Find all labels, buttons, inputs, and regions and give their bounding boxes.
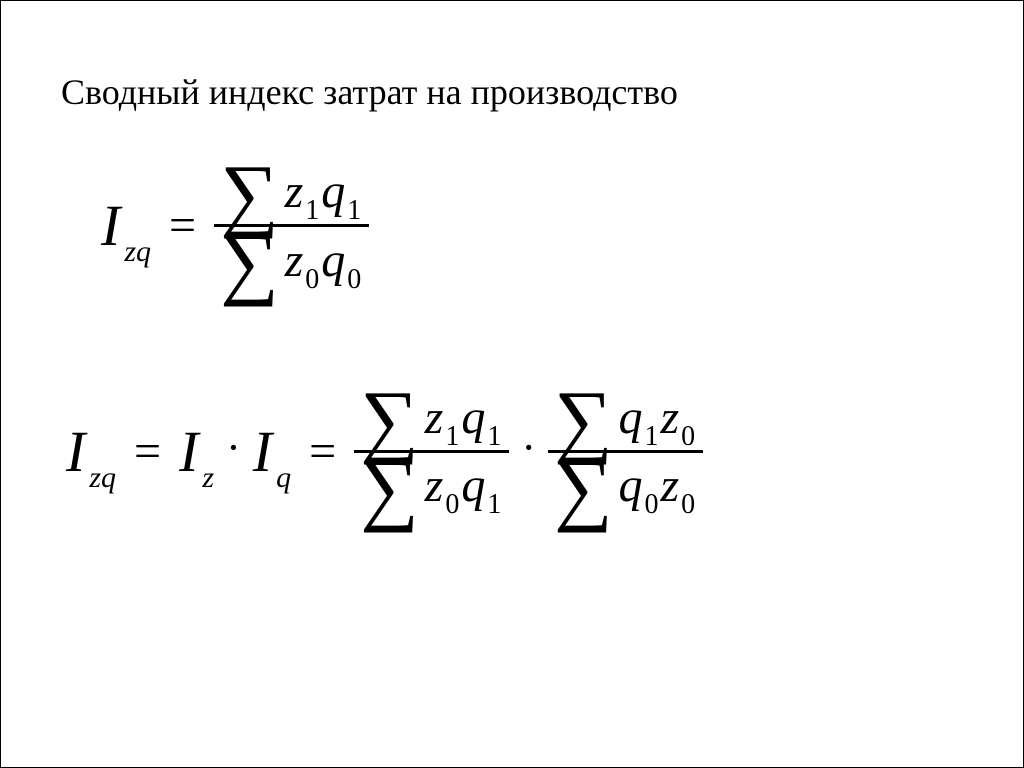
var-q: q (321, 233, 345, 288)
symbol-I-q: I q (253, 423, 291, 481)
sub-zq: zq (89, 461, 116, 495)
var-q: q (321, 164, 345, 219)
cdot: · (521, 422, 536, 473)
fraction-2b: ∑ q1z0 ∑ q0z0 (548, 389, 703, 515)
fraction-1: ∑ z1q1 ∑ z0q0 (214, 163, 369, 289)
term-z1q1: z1q1 (285, 164, 364, 219)
term-q1z0: q1z0 (618, 390, 697, 445)
denominator: ∑ z0q1 (354, 457, 509, 514)
equals-sign: = (134, 424, 161, 479)
var-z: z (660, 458, 679, 513)
var-q: q (461, 390, 485, 445)
sigma-icon: ∑ (360, 459, 418, 516)
sub-0: 0 (644, 489, 658, 521)
letter-I: I (101, 197, 120, 255)
sub-zq: zq (124, 235, 151, 269)
sub-1: 1 (487, 421, 501, 453)
term-q0z0: q0z0 (618, 458, 697, 513)
var-z: z (425, 458, 444, 513)
cdot: · (226, 422, 241, 473)
sub-0: 0 (347, 264, 361, 296)
symbol-I-zq: I zq (66, 423, 116, 481)
sub-1: 1 (644, 421, 658, 453)
numerator: ∑ q1z0 (548, 389, 703, 446)
fraction-2a: ∑ z1q1 ∑ z0q1 (354, 389, 509, 515)
term-z0q1: z0q1 (425, 458, 504, 513)
term-z1q1: z1q1 (425, 390, 504, 445)
denominator: ∑ q0z0 (548, 457, 703, 514)
sub-1: 1 (487, 489, 501, 521)
sub-0: 0 (445, 489, 459, 521)
numerator: ∑ z1q1 (354, 389, 509, 446)
sub-1: 1 (347, 195, 361, 227)
letter-I: I (253, 423, 272, 481)
var-q: q (618, 390, 642, 445)
sigma-icon: ∑ (360, 391, 418, 448)
formula-1: I zq = ∑ z1q1 ∑ z0q0 (101, 163, 973, 289)
var-q: q (461, 458, 485, 513)
var-q: q (618, 458, 642, 513)
sub-0: 0 (681, 489, 695, 521)
sub-0: 0 (681, 421, 695, 453)
var-z: z (285, 164, 304, 219)
symbol-I-z: I z (179, 423, 214, 481)
letter-I: I (179, 423, 198, 481)
equals-sign: = (309, 424, 336, 479)
sub-1: 1 (305, 195, 319, 227)
term-z0q0: z0q0 (285, 233, 364, 288)
sub-q: q (276, 461, 291, 495)
numerator: ∑ z1q1 (214, 163, 369, 220)
var-z: z (425, 390, 444, 445)
sigma-icon: ∑ (554, 459, 612, 516)
var-z: z (660, 390, 679, 445)
formula-2: I zq = I z · I q = ∑ z1q1 ∑ z0q1 (66, 389, 973, 515)
page-title: Сводный индекс затрат на производство (61, 71, 973, 113)
sigma-icon: ∑ (220, 233, 278, 290)
sub-1: 1 (445, 421, 459, 453)
var-z: z (285, 233, 304, 288)
symbol-I-zq: I zq (101, 197, 151, 255)
sub-z: z (202, 461, 214, 495)
denominator: ∑ z0q0 (214, 231, 369, 288)
sub-0: 0 (305, 264, 319, 296)
slide: Сводный индекс затрат на производство I … (0, 0, 1024, 768)
equals-sign: = (169, 198, 196, 253)
sigma-icon: ∑ (554, 391, 612, 448)
letter-I: I (66, 423, 85, 481)
sigma-icon: ∑ (220, 165, 278, 222)
